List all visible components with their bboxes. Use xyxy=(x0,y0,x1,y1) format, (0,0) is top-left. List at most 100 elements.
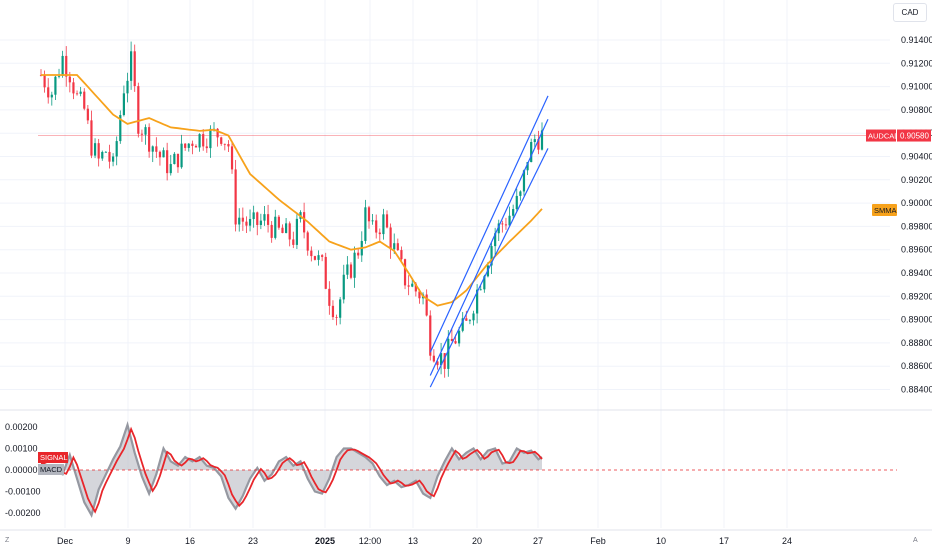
price-tick-label: 0.90200 xyxy=(901,175,932,185)
candle-body xyxy=(101,152,104,159)
candle-body xyxy=(288,223,291,240)
candle xyxy=(86,105,89,125)
candle xyxy=(501,220,504,233)
candle xyxy=(537,130,540,155)
axis-layer: 0.914000.912000.910000.908000.906000.904… xyxy=(5,35,932,546)
candle xyxy=(173,152,176,165)
candle xyxy=(191,140,194,155)
candles-layer xyxy=(39,41,544,378)
symbol-tag-label: AUDCAD xyxy=(868,132,900,141)
candle-body xyxy=(65,55,68,77)
candle xyxy=(432,349,435,363)
candle-body xyxy=(400,250,403,260)
candle xyxy=(515,188,518,212)
candle-body xyxy=(140,133,144,135)
candle xyxy=(360,231,363,262)
candle-body xyxy=(530,141,533,163)
macd-tick-label: 0.00200 xyxy=(5,422,38,432)
candle-body xyxy=(385,214,389,228)
candle-body xyxy=(184,143,187,148)
candle xyxy=(321,254,324,262)
candle-body xyxy=(230,146,234,170)
candle-body xyxy=(281,227,284,233)
candle xyxy=(450,329,453,342)
candle-body xyxy=(533,139,536,142)
candle-body xyxy=(407,285,410,287)
price-tick-label: 0.90400 xyxy=(901,152,932,162)
candle xyxy=(389,223,392,259)
candle xyxy=(230,140,234,174)
candle-body xyxy=(158,151,162,158)
candle xyxy=(407,275,410,296)
candle-body xyxy=(403,259,407,286)
candle-body xyxy=(537,139,540,150)
candle-body xyxy=(191,143,194,146)
candle-body xyxy=(238,217,241,225)
candle-body xyxy=(57,75,61,77)
candle xyxy=(328,281,331,315)
candle xyxy=(155,137,158,158)
candle-body xyxy=(259,220,262,226)
candle-body xyxy=(43,75,46,88)
candle xyxy=(140,129,144,142)
macd-tick-label: -0.00100 xyxy=(5,487,41,497)
candle xyxy=(295,212,299,250)
candle-body xyxy=(371,220,374,222)
candle-body xyxy=(97,143,100,159)
smma-layer xyxy=(41,74,543,307)
candle xyxy=(490,242,493,275)
smma-tag: SMMA xyxy=(872,204,897,216)
candle xyxy=(50,91,53,106)
candle xyxy=(439,343,443,375)
candle-body xyxy=(375,220,378,233)
candle xyxy=(61,50,64,78)
candle xyxy=(83,88,86,111)
candle-body xyxy=(436,361,439,366)
candle xyxy=(353,246,356,288)
candle-body xyxy=(540,130,544,150)
candle xyxy=(248,209,252,232)
candle xyxy=(425,289,428,317)
price-tick-label: 0.88800 xyxy=(901,338,932,348)
candle xyxy=(331,300,335,321)
timezone-corner-label[interactable]: Z xyxy=(5,537,10,544)
candle-body xyxy=(169,164,172,174)
channel-lower-line xyxy=(429,148,549,388)
signal-tag-bg xyxy=(38,452,68,463)
candle xyxy=(530,138,533,163)
currency-button[interactable]: CAD xyxy=(893,3,927,22)
candle-body xyxy=(144,127,147,135)
candle xyxy=(194,144,198,148)
candle xyxy=(162,147,165,158)
candle-body xyxy=(382,214,385,235)
candle xyxy=(234,159,237,232)
price-tick-label: 0.88400 xyxy=(901,385,932,395)
macd-tick-label: 0.00100 xyxy=(5,444,38,454)
candle-body xyxy=(335,317,338,318)
candle-body xyxy=(472,313,475,321)
candle-body xyxy=(162,150,165,158)
candle-body xyxy=(519,191,522,196)
candle-body xyxy=(443,353,446,369)
candle-body xyxy=(353,252,356,278)
last-price-tag: AUDCAD 0.90580 xyxy=(866,129,931,142)
candle xyxy=(375,214,378,239)
candle-body xyxy=(198,134,201,148)
candle-body xyxy=(346,264,349,275)
candle xyxy=(400,246,403,262)
candle xyxy=(108,144,111,169)
time-tick-label: 9 xyxy=(125,536,130,546)
auto-scale-corner-label[interactable]: A xyxy=(913,537,918,544)
candle xyxy=(47,78,50,104)
candle xyxy=(522,169,526,196)
candle xyxy=(245,216,248,234)
candle-body xyxy=(295,218,299,245)
candle xyxy=(512,204,515,219)
candle-body xyxy=(248,219,252,226)
candle xyxy=(72,77,75,100)
price-tick-label: 0.89200 xyxy=(901,291,932,301)
candle-body xyxy=(176,153,180,168)
candle-body xyxy=(111,156,115,162)
candle-body xyxy=(378,232,381,235)
